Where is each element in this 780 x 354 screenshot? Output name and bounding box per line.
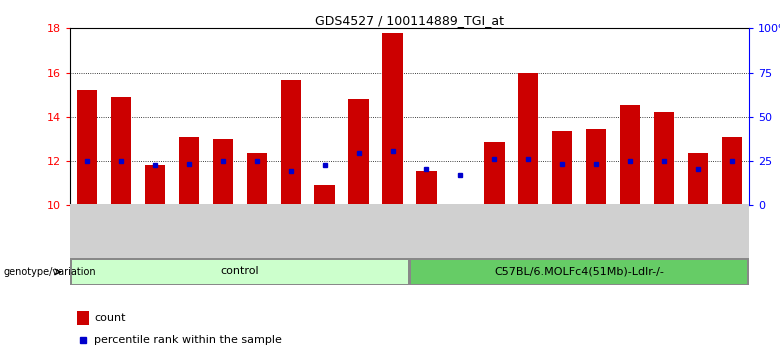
Bar [111,97,131,205]
Bar [382,33,402,205]
Bar [722,137,742,205]
Bar [77,90,98,205]
Text: genotype/variation: genotype/variation [4,267,97,277]
Title: GDS4527 / 100114889_TGI_at: GDS4527 / 100114889_TGI_at [315,14,504,27]
Bar [518,73,538,205]
Bar [484,142,505,205]
Text: percentile rank within the sample: percentile rank within the sample [94,335,282,346]
Bar [552,131,573,205]
Bar [417,171,437,205]
Bar [72,260,408,284]
Bar [688,153,708,205]
Bar [654,113,674,205]
Bar [450,204,470,205]
Bar [349,99,369,205]
Bar [411,260,747,284]
Bar [246,153,267,205]
Bar [620,105,640,205]
Bar [145,166,165,205]
Text: count: count [94,313,126,323]
Bar [314,185,335,205]
Bar [586,129,606,205]
Text: control: control [221,266,259,276]
Bar [179,137,199,205]
Bar [281,80,301,205]
Text: C57BL/6.MOLFc4(51Mb)-Ldlr-/-: C57BL/6.MOLFc4(51Mb)-Ldlr-/- [495,266,664,276]
Bar [77,312,89,325]
Bar [213,139,233,205]
